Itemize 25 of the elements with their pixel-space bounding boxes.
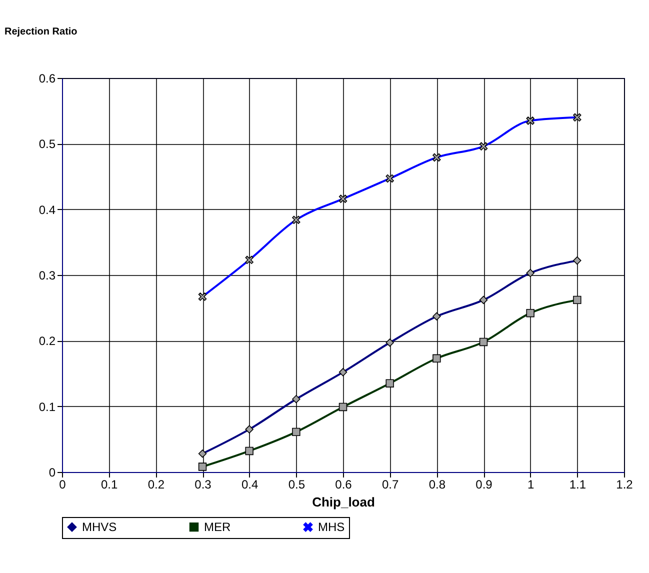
x-tick-label: 0.6 [335,478,352,492]
x-tick-label: 1.1 [569,478,586,492]
x-tick-label: 0.2 [148,478,165,492]
x-tick-label: 0 [59,478,66,492]
x-tick-label: 0.4 [241,478,258,492]
y-tick-label: 0 [48,466,56,480]
x-tick-label: 0.9 [476,478,493,492]
legend-label: MHVS [82,520,117,534]
x-tick-label: 0.1 [100,478,118,492]
x-axis-title: Chip_load [312,494,375,510]
y-tick-label: 0.5 [38,137,56,152]
x-tick-label: 0.3 [194,478,212,492]
x-tick-label: 0.5 [288,478,306,492]
y-tick-label: 0.2 [38,334,56,348]
legend-label: MHS [318,520,345,534]
y-tick-label: 0.3 [38,268,56,282]
y-tick-label: 0.6 [38,72,56,86]
legend-label: MER [204,520,231,534]
x-tick-label: 0.7 [382,478,399,492]
x-tick-label: 1 [527,478,534,492]
y-axis-title: Rejection Ratio [4,26,78,38]
y-tick-label: 0.4 [38,202,56,217]
x-tick-label: 1.2 [616,478,634,492]
x-tick-label: 0.8 [428,478,446,492]
y-tick-label: 0.1 [38,400,56,414]
